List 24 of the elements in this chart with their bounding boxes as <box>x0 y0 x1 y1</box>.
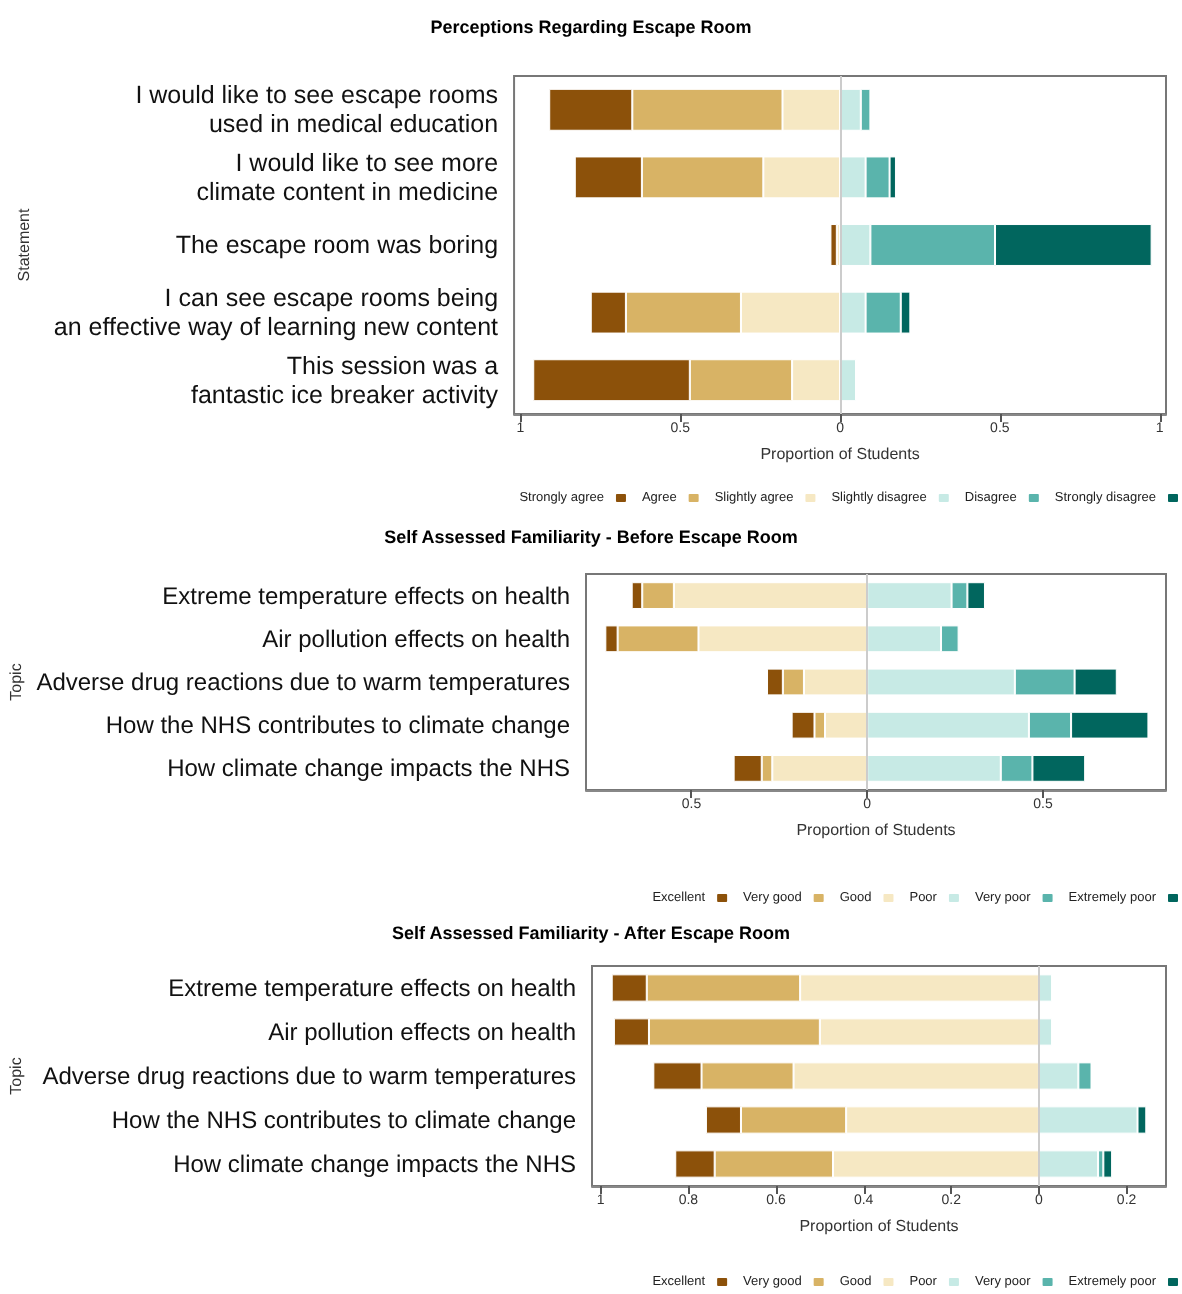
y-tick-label: I would like to see more climate content in medicine <box>196 148 499 206</box>
chart-title: Perceptions Regarding Escape Room <box>430 17 752 37</box>
x-axis-title: Proportion of Students <box>799 1217 959 1235</box>
y-axis-title: Topic <box>7 663 25 701</box>
y-tick-label: Extreme temperature effects on health <box>162 581 570 610</box>
y-tick-label: How the NHS contributes to climate change <box>105 711 571 740</box>
y-tick-label: Air pollution effects on health <box>262 624 570 653</box>
y-tick-label: Adverse drug reactions due to warm temperatures <box>42 1062 576 1090</box>
y-tick-label: This session was a fantastic ice breaker activity <box>190 351 500 409</box>
chart-title: Self Assessed Familiarity - After Escape Room <box>392 923 790 943</box>
y-tick-label: I can see escape rooms being an effective way of learning new content <box>53 284 500 342</box>
y-tick-label: Extreme temperature effects on health <box>168 974 576 1002</box>
y-tick-label: I would like to see escape rooms used in medical education <box>135 81 499 139</box>
y-tick-label: Air pollution effects on health <box>268 1018 576 1046</box>
y-tick-label: How climate change impacts the NHS <box>167 754 570 783</box>
y-axis-title: Statement <box>15 206 33 282</box>
x-axis-title: Proportion of Students <box>760 445 920 463</box>
chart-title: Self Assessed Familiarity - Before Escape Room <box>384 527 798 547</box>
y-axis-title: Topic <box>7 1057 25 1095</box>
y-tick-label: How the NHS contributes to climate change <box>111 1106 577 1134</box>
y-tick-label: The escape room was boring <box>175 231 499 259</box>
x-axis-title: Proportion of Students <box>796 821 956 839</box>
y-tick-label: Adverse drug reactions due to warm temperatures <box>36 668 570 696</box>
y-tick-label: How climate change impacts the NHS <box>173 1150 576 1178</box>
